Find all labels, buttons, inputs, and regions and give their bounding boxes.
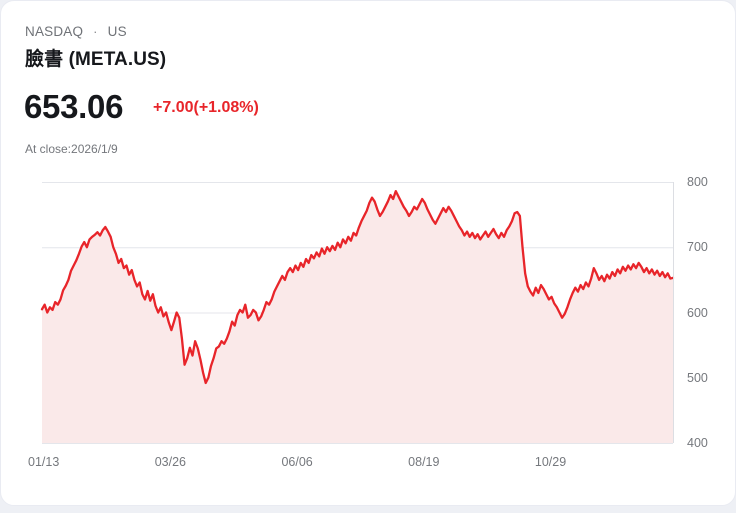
exchange-info: NASDAQ · US [25,23,127,39]
x-axis-tick-label: 10/29 [534,455,567,469]
y-axis-tick-label: 500 [687,370,708,385]
x-axis-tick-label: 08/19 [408,455,440,469]
separator-dot: · [93,23,98,39]
x-axis-tick-label: 03/26 [154,455,186,469]
price-change: +7.00(+1.08%) [153,99,259,116]
x-axis-tick-label: 06/06 [281,455,313,469]
y-axis-tick-label: 400 [687,436,708,450]
chart-canvas [40,182,675,444]
chart-line [40,189,675,385]
y-axis-tick-label: 800 [687,175,708,189]
chart-area-fill [42,191,673,443]
x-axis-tick-label: 01/13 [28,455,60,469]
y-axis-tick-label: 600 [687,305,708,320]
y-axis-tick-label: 700 [687,240,708,255]
page-title: 臉書 (META.US) [25,49,167,70]
region-label: US [107,23,127,39]
current-price: 653.06 [24,88,124,125]
price-chart[interactable] [1,161,735,481]
exchange-name: NASDAQ [25,23,84,39]
close-timestamp: At close:2026/1/9 [25,142,118,156]
